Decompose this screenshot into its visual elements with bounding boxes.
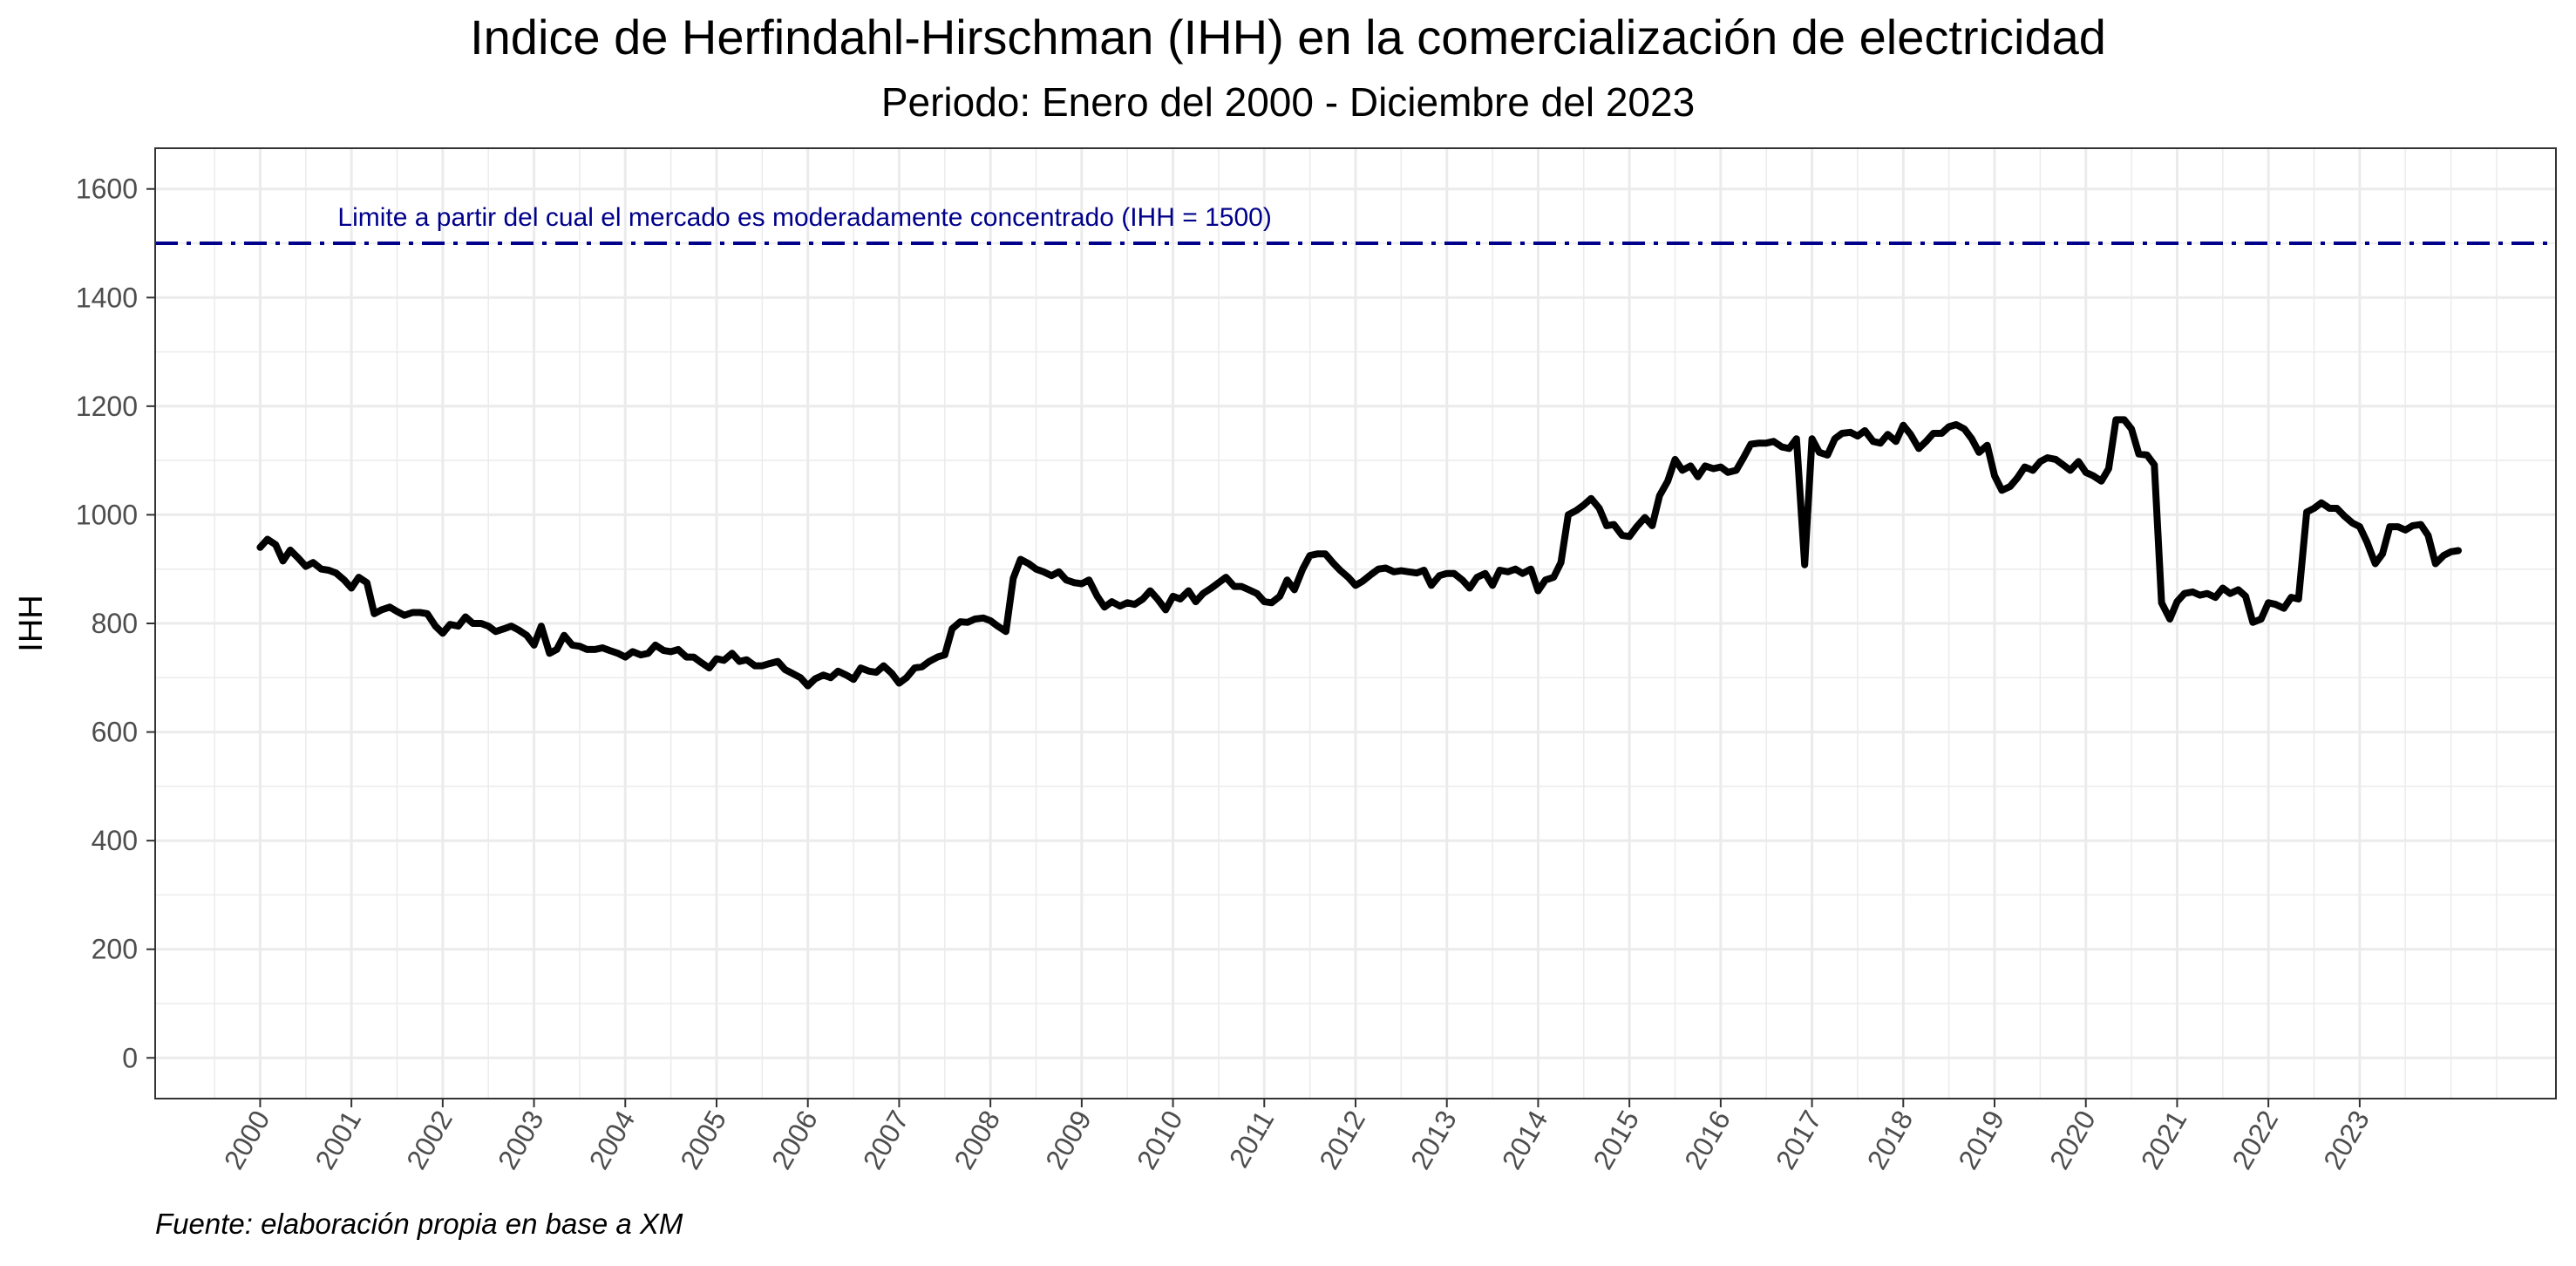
- x-tick-label: 2007: [857, 1106, 915, 1175]
- x-tick-label: 2018: [1861, 1106, 1920, 1175]
- x-tick-label: 2006: [765, 1106, 824, 1175]
- source-caption: Fuente: elaboración propia en base a XM: [155, 1208, 683, 1240]
- x-tick-label: 2002: [400, 1106, 459, 1175]
- x-tick-label: 2023: [2317, 1106, 2375, 1175]
- y-tick-label: 400: [92, 825, 138, 856]
- y-axis: 0 200 400 600 800 1000 1200 1400 1600: [76, 174, 155, 1073]
- x-tick-label: 2000: [218, 1106, 276, 1175]
- x-tick-label: 2017: [1770, 1106, 1828, 1175]
- x-axis: 2000 2001 2002 2003 2004 2005 2006 2007 2008 2009…: [218, 1099, 2375, 1174]
- x-tick-label: 2020: [2043, 1106, 2102, 1175]
- x-tick-label: 2019: [1952, 1106, 2010, 1175]
- x-tick-label: 2003: [492, 1106, 550, 1175]
- reference-line-group: Limite a partir del cual el mercado es m…: [155, 203, 2556, 245]
- chart-title: Indice de Herfindahl-Hirschman (IHH) en …: [470, 10, 2106, 65]
- y-tick-label: 200: [92, 934, 138, 965]
- x-tick-label: 2015: [1587, 1106, 1645, 1175]
- x-tick-label: 2001: [309, 1106, 367, 1175]
- y-tick-label: 1600: [76, 174, 138, 205]
- chart-subtitle: Periodo: Enero del 2000 - Diciembre del …: [880, 79, 1696, 125]
- y-tick-label: 1000: [76, 499, 138, 530]
- x-tick-label: 2013: [1404, 1106, 1463, 1175]
- x-tick-label: 2014: [1496, 1106, 1554, 1175]
- x-tick-label: 2010: [1131, 1106, 1189, 1175]
- x-tick-label: 2011: [1223, 1106, 1281, 1174]
- major-gridlines: [155, 148, 2556, 1099]
- y-axis-title: IHH: [13, 595, 50, 651]
- ihh-series-line: [256, 416, 2462, 690]
- x-tick-label: 2005: [674, 1106, 732, 1175]
- x-tick-label: 2008: [948, 1106, 1006, 1175]
- x-tick-label: 2012: [1313, 1106, 1371, 1175]
- y-tick-label: 1200: [76, 391, 138, 422]
- x-tick-label: 2016: [1678, 1106, 1737, 1175]
- y-tick-label: 0: [122, 1042, 138, 1073]
- y-tick-label: 1400: [76, 282, 138, 313]
- x-tick-label: 2004: [583, 1106, 642, 1175]
- y-tick-label: 800: [92, 608, 138, 639]
- reference-line-label: Limite a partir del cual el mercado es m…: [337, 203, 1271, 232]
- y-tick-label: 600: [92, 717, 138, 748]
- x-tick-label: 2021: [2135, 1106, 2193, 1175]
- x-tick-label: 2009: [1039, 1106, 1098, 1175]
- x-tick-label: 2022: [2226, 1106, 2284, 1175]
